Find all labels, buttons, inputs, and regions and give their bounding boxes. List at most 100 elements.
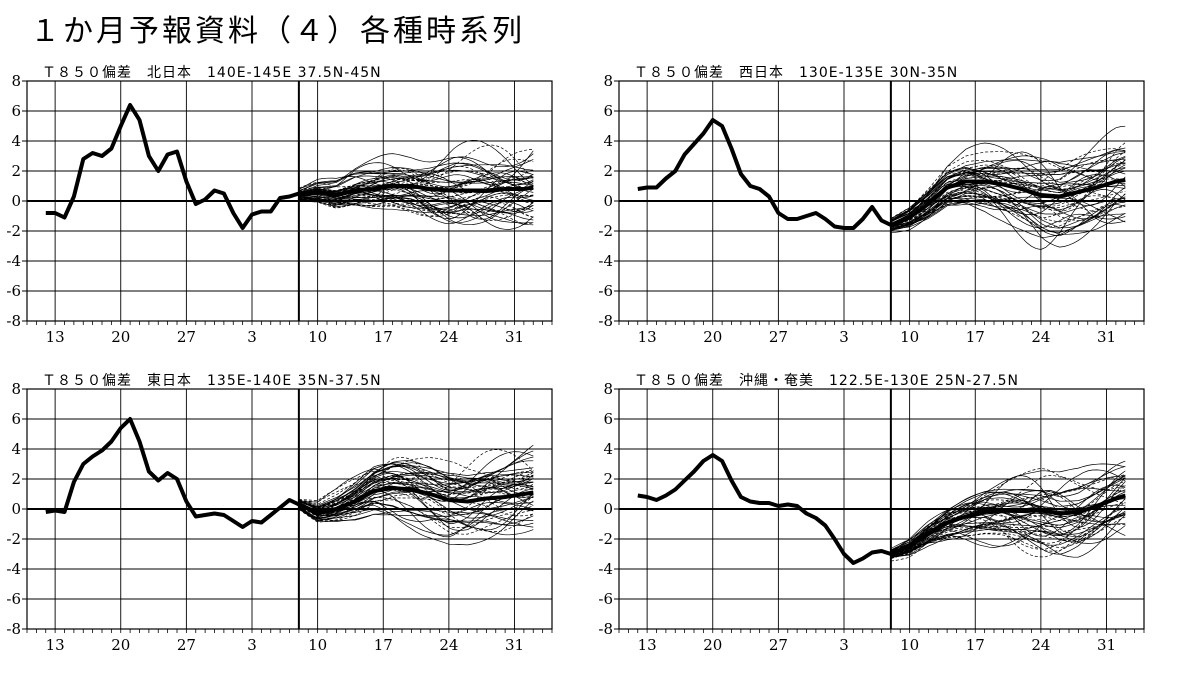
y-tick-label: -6	[598, 282, 613, 300]
ensemble-member-line	[890, 184, 1126, 229]
observed-line	[45, 103, 300, 230]
ensemble-member-line	[298, 468, 534, 508]
x-tick-label: 13	[46, 636, 65, 654]
x-tick-label: 17	[374, 636, 393, 654]
ensemble-member-line	[298, 177, 534, 195]
x-tick-label: 17	[374, 328, 393, 346]
ensemble-member-line	[298, 194, 534, 212]
ensemble-mean-line	[890, 178, 1126, 227]
ensemble-member-line	[298, 507, 534, 536]
ensemble-member-line	[890, 151, 1126, 222]
y-tick-label: 8	[11, 380, 21, 398]
ensemble-member-line	[298, 465, 534, 506]
chart-title: Ｔ８５０偏差 西日本 130E-135E 30N-35N	[634, 65, 959, 81]
chart-panel-west-japan: Ｔ８５０偏差 西日本 130E-135E 30N-35N 8 6 4 2 0 -2 -4 -6…	[598, 65, 1184, 368]
x-tick-label: 20	[111, 636, 130, 654]
ensemble-member-line	[890, 147, 1126, 221]
y-tick-label: 6	[603, 410, 613, 428]
ensemble-mean-line	[890, 493, 1126, 556]
x-tick-label: 31	[1097, 328, 1116, 346]
x-tick-label: 27	[177, 636, 196, 654]
y-tick-label: 2	[11, 162, 21, 180]
ensemble-member-line	[298, 473, 534, 507]
ensemble-member-line	[890, 159, 1126, 219]
chart-title: Ｔ８５０偏差 沖縄・奄美 122.5E-130E 25N-27.5N	[634, 373, 1019, 389]
ensemble-member-line	[890, 163, 1126, 226]
ensemble-member-line	[298, 195, 534, 219]
ensemble-member-line	[890, 196, 1126, 230]
ensemble-member-line	[890, 512, 1126, 562]
ensemble-member-line	[298, 479, 534, 518]
y-tick-label: 2	[603, 162, 613, 180]
ensemble-member-line	[298, 496, 534, 523]
ensemble-member-line	[890, 491, 1126, 558]
ensemble-member-line	[890, 463, 1126, 555]
x-tick-label: 31	[505, 636, 524, 654]
x-tick-label: 3	[839, 636, 849, 654]
ensemble-member-line	[298, 183, 534, 226]
ensemble-member-line	[298, 499, 534, 535]
ensemble-member-line	[890, 170, 1126, 222]
ensemble-mean-line	[298, 184, 534, 197]
y-tick-label: 8	[11, 72, 21, 90]
ensemble-member-line	[890, 198, 1126, 235]
ensemble-member-line	[298, 144, 534, 189]
ensemble-member-line	[298, 178, 534, 221]
x-tick-label: 31	[505, 328, 524, 346]
x-tick-label: 13	[638, 328, 657, 346]
x-tick-label: 27	[769, 636, 788, 654]
ensemble-member-line	[890, 148, 1126, 226]
y-tick-label: 0	[11, 500, 21, 518]
y-tick-label: 8	[603, 380, 613, 398]
y-tick-label: -4	[598, 252, 613, 270]
ensemble-member-line	[890, 523, 1126, 559]
ensemble-member-line	[890, 490, 1126, 554]
ensemble-mean-line	[298, 486, 534, 516]
y-tick-label: -4	[6, 560, 21, 578]
ensemble-member-line	[298, 463, 534, 505]
ensemble-member-line	[298, 159, 534, 194]
ensemble-member-line	[298, 474, 534, 510]
y-tick-label: 8	[603, 72, 613, 90]
ensemble-member-line	[890, 180, 1126, 228]
ensemble-member-line	[298, 179, 534, 205]
ensemble-member-line	[890, 185, 1126, 250]
ensemble-member-line	[298, 198, 534, 224]
ensemble-member-line	[298, 457, 534, 508]
x-tick-label: 31	[1097, 636, 1116, 654]
ensemble-member-line	[890, 125, 1126, 219]
ensemble-member-line	[298, 485, 534, 531]
ensemble-member-line	[890, 524, 1126, 558]
y-tick-label: 4	[603, 132, 613, 150]
ensemble-member-line	[890, 466, 1126, 552]
ensemble-member-line	[298, 451, 534, 508]
x-tick-label: 10	[308, 328, 327, 346]
x-tick-label: 13	[46, 328, 65, 346]
ensemble-member-line	[298, 195, 534, 226]
ensemble-member-line	[298, 176, 534, 195]
ensemble-member-line	[298, 185, 534, 220]
y-tick-label: -8	[6, 312, 21, 330]
x-tick-label: 20	[111, 328, 130, 346]
x-tick-label: 17	[966, 636, 985, 654]
y-tick-label: -2	[6, 222, 21, 240]
y-tick-label: 4	[11, 440, 21, 458]
ensemble-member-line	[298, 496, 534, 528]
y-tick-label: 6	[11, 410, 21, 428]
y-tick-label: 2	[603, 470, 613, 488]
x-tick-label: 10	[308, 636, 327, 654]
ensemble-member-line	[298, 506, 534, 536]
y-tick-label: -8	[598, 620, 613, 638]
y-tick-label: 0	[603, 500, 613, 518]
x-tick-label: 20	[703, 328, 722, 346]
x-tick-label: 20	[703, 636, 722, 654]
y-tick-label: 4	[11, 132, 21, 150]
observed-line	[45, 417, 300, 529]
ensemble-member-line	[298, 500, 534, 546]
ensemble-member-line	[298, 186, 534, 224]
x-tick-label: 3	[247, 328, 257, 346]
x-tick-label: 24	[439, 636, 458, 654]
